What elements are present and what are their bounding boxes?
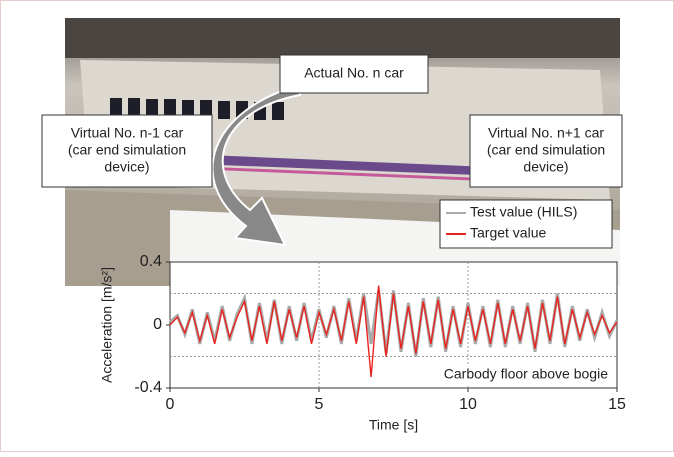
callout-text: Virtual No. n-1 car — [71, 125, 184, 141]
legend-label: Target value — [470, 225, 546, 241]
callout-box — [41, 114, 213, 188]
callout-text: (car end simulation — [487, 142, 605, 158]
y-tick-label: 0 — [153, 316, 162, 333]
callout-box — [469, 114, 623, 188]
y-tick-label: -0.4 — [134, 379, 162, 396]
legend-label: Test value (HILS) — [470, 204, 577, 220]
x-tick-label: 15 — [608, 396, 626, 413]
line-series — [169, 290, 619, 357]
y-tick-label: 0.4 — [140, 253, 162, 270]
line-series — [169, 285, 618, 378]
callout-text: device) — [104, 159, 149, 175]
legend-box — [439, 199, 613, 249]
x-axis-label: Time [s] — [369, 417, 418, 433]
callout-box — [279, 54, 429, 94]
annotation-bg — [385, 364, 613, 384]
x-tick-label: 10 — [459, 396, 477, 413]
arrow — [211, 83, 301, 247]
callout-text: device) — [523, 159, 568, 175]
callout-text: Actual No. n car — [304, 65, 404, 81]
x-tick-label: 0 — [166, 396, 175, 413]
annotation: Carbody floor above bogie — [444, 366, 608, 382]
y-axis-label: Acceleration [m/s²] — [99, 267, 115, 383]
callout-text: Virtual No. n+1 car — [488, 125, 604, 141]
x-tick-label: 5 — [315, 396, 324, 413]
callout-text: (car end simulation — [68, 142, 186, 158]
